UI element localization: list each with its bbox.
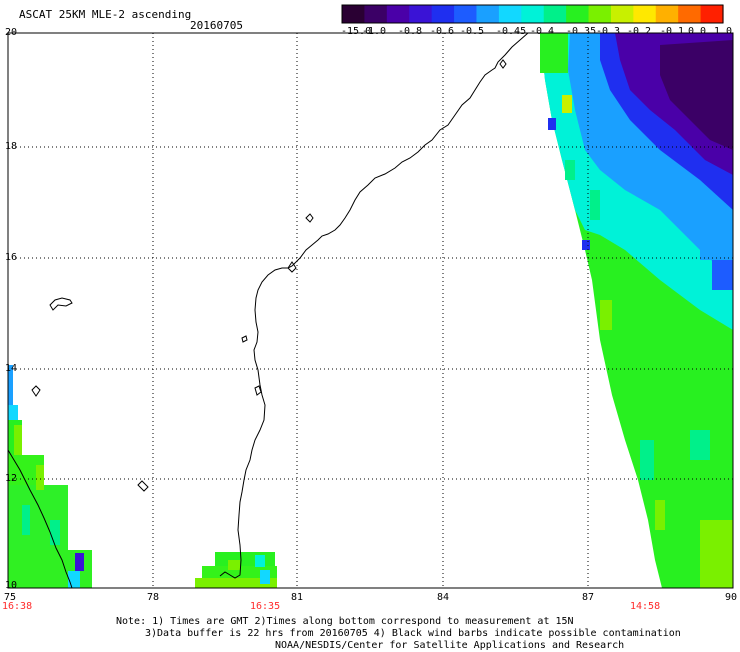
lat-label-18: 18	[5, 141, 18, 152]
colorbar-swatch	[566, 5, 590, 23]
colorbar-swatch	[521, 5, 545, 23]
colorbar-swatch	[409, 5, 433, 23]
map-date: 20160705	[190, 19, 243, 32]
lat-label-16: 16	[5, 252, 18, 263]
lat-label-12: 12	[5, 473, 18, 484]
colorbar-swatch	[610, 5, 634, 23]
sigma-swath-west	[8, 365, 92, 588]
colorbar-frame	[341, 4, 724, 24]
colorbar-swatch	[588, 5, 612, 23]
swath-time-east: 14:58	[630, 601, 661, 612]
colorbar-tick-label: 1.0	[714, 26, 733, 37]
colorbar-swatch	[454, 5, 478, 23]
colorbar-swatch	[431, 5, 455, 23]
sigma-swath-east	[540, 33, 733, 588]
map-frame	[7, 32, 734, 589]
colorbar-swatch	[633, 5, 657, 23]
sigma-swath-center	[195, 552, 277, 588]
swath-time-west: 16:38	[2, 601, 33, 612]
colorbar	[341, 4, 724, 24]
colorbar-swatch	[655, 5, 679, 23]
colorbar-tick-label: -0.6	[430, 26, 455, 37]
colorbar-swatch	[342, 5, 366, 23]
colorbar-tick-label: -0.3	[596, 26, 621, 37]
colorbar-tick-label: -0.5	[460, 26, 485, 37]
colorbar-swatch	[543, 5, 567, 23]
colorbar-tick-label: -0.8	[398, 26, 423, 37]
colorbar-tick-label: -0.35	[566, 26, 597, 37]
lon-label-84: 84	[437, 592, 450, 603]
colorbar-tick-label: -0.45	[496, 26, 527, 37]
lon-label-90: 90	[725, 592, 738, 603]
colorbar-swatches	[342, 5, 724, 23]
colorbar-tick-label: -0.1	[660, 26, 685, 37]
swath-time-center: 16:35	[250, 601, 281, 612]
note-line-1: Note: 1) Times are GMT 2)Times along bot…	[116, 616, 574, 627]
lon-label-78: 78	[147, 592, 160, 603]
colorbar-tick-label: -1.0	[362, 26, 387, 37]
colorbar-tick-label: -0.4	[530, 26, 555, 37]
colorbar-swatch	[700, 5, 724, 23]
lon-label-75: 75	[4, 592, 17, 603]
colorbar-swatch	[364, 5, 388, 23]
coastline	[7, 32, 529, 589]
colorbar-swatch	[498, 5, 522, 23]
lon-label-87: 87	[582, 592, 595, 603]
colorbar-swatch	[476, 5, 500, 23]
colorbar-tick-label: -0.2	[627, 26, 652, 37]
colorbar-tick-label: -15.0	[341, 26, 372, 37]
colorbar-tick-label: 0.0	[688, 26, 707, 37]
map-title: ASCAT 25KM MLE-2 ascending	[19, 8, 192, 21]
colorbar-swatch	[678, 5, 702, 23]
lon-label-81: 81	[291, 592, 304, 603]
lat-label-20: 20	[5, 27, 18, 38]
note-line-2: 3)Data buffer is 22 hrs from 20160705 4)…	[145, 628, 681, 639]
note-line-3: NOAA/NESDIS/Center for Satellite Applica…	[275, 640, 625, 651]
lat-label-10: 10	[5, 580, 18, 591]
colorbar-swatch	[386, 5, 410, 23]
lat-lon-grid	[8, 33, 733, 588]
lat-label-14: 14	[5, 363, 18, 374]
